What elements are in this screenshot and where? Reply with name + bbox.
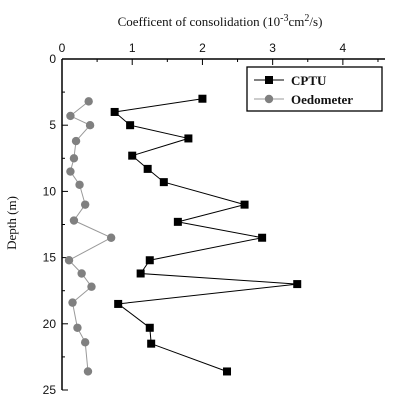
- data-point-cptu: [128, 151, 137, 160]
- data-point-oedometer: [85, 121, 95, 130]
- data-point-oedometer: [69, 154, 79, 163]
- data-point-cptu: [110, 107, 119, 116]
- y-tick-labels: 0 5 10 15 20 25: [43, 52, 57, 394]
- data-point-oedometer: [64, 256, 74, 265]
- data-point-cptu: [143, 164, 152, 173]
- y-tick-label: 5: [49, 118, 56, 132]
- data-point-oedometer: [68, 298, 77, 307]
- data-point-oedometer: [77, 269, 86, 278]
- axes: [61, 58, 385, 391]
- data-point-cptu: [159, 178, 168, 187]
- data-point-oedometer: [84, 97, 93, 106]
- legend-label-cptu: CPTU: [291, 73, 327, 88]
- data-point-cptu: [126, 121, 135, 130]
- data-point-oedometer: [80, 200, 90, 209]
- data-point-cptu: [145, 323, 154, 332]
- data-point-oedometer: [75, 180, 84, 189]
- x-tick-label: 2: [199, 41, 206, 55]
- data-point-cptu: [114, 299, 123, 308]
- series-cptu: [110, 94, 302, 376]
- data-point-cptu: [136, 269, 145, 278]
- data-point-oedometer: [66, 111, 75, 121]
- x-tick-label: 4: [340, 41, 347, 55]
- series-oedometer: [64, 97, 116, 376]
- data-point-cptu: [258, 233, 267, 242]
- x-tick-label: 3: [269, 41, 276, 55]
- data-point-oedometer: [71, 136, 81, 146]
- y-tick-label: 15: [43, 251, 57, 265]
- data-point-oedometer: [80, 338, 90, 347]
- data-point-oedometer: [106, 233, 116, 242]
- data-point-cptu: [184, 134, 193, 143]
- data-point-oedometer: [83, 367, 93, 376]
- legend-box: [246, 66, 383, 112]
- legend-marker-oedometer: [264, 94, 274, 104]
- y-tick-label: 10: [43, 184, 57, 198]
- data-point-oedometer: [87, 282, 96, 291]
- series-line-cptu: [113, 98, 298, 372]
- data-point-cptu: [198, 94, 207, 103]
- series-layer: [64, 94, 302, 376]
- x-tick-labels: 0 1 2 3 4: [59, 41, 347, 55]
- legend-label-oedometer: Oedometer: [291, 92, 353, 107]
- data-point-oedometer: [69, 216, 79, 225]
- data-point-cptu: [145, 256, 154, 265]
- legend-marker-cptu: [265, 76, 273, 84]
- y-tick-label: 20: [43, 317, 57, 331]
- y-axis-title: Depth (m): [4, 196, 19, 250]
- data-point-cptu: [223, 367, 232, 376]
- y-tick-label: 0: [49, 52, 56, 66]
- x-tick-label: 0: [59, 41, 66, 55]
- data-point-cptu: [173, 217, 182, 226]
- data-point-cptu: [147, 339, 156, 348]
- x-axis-title: Coefficent of consolidation (10-3cm2/s): [118, 13, 323, 29]
- y-tick-label: 25: [43, 383, 57, 394]
- legend: CPTU Oedometer: [246, 66, 383, 112]
- data-point-cptu: [240, 200, 249, 209]
- data-point-cptu: [293, 280, 302, 289]
- x-tick-label: 1: [129, 41, 136, 55]
- data-point-oedometer: [73, 323, 82, 332]
- data-point-oedometer: [66, 167, 75, 176]
